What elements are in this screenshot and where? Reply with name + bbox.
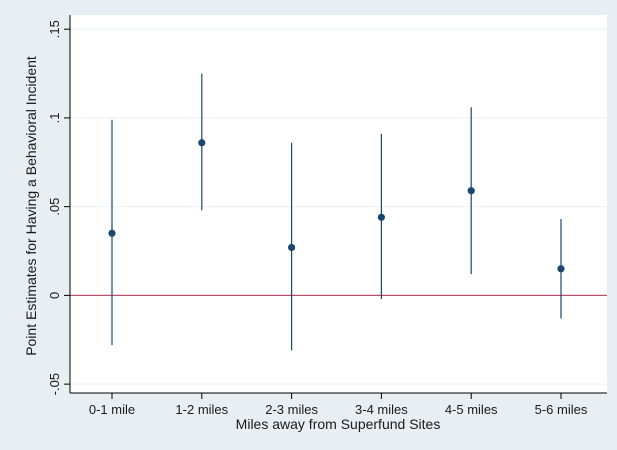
y-tick-label: 0	[47, 292, 62, 299]
point-estimate	[557, 265, 565, 273]
y-tick-label: .1	[47, 113, 62, 124]
y-tick-label: -.05	[47, 373, 62, 395]
x-tick-label: 3-4 miles	[355, 402, 408, 417]
point-estimate	[108, 229, 116, 237]
x-axis-title: Miles away from Superfund Sites	[236, 416, 441, 432]
x-tick-label: 2-3 miles	[265, 402, 318, 417]
y-axis-title: Point Estimates for Having a Behavioral …	[23, 56, 39, 356]
point-estimates	[108, 139, 565, 273]
y-axis-ticks: -.05 0 .05 .1 .15	[47, 20, 70, 395]
point-estimate	[467, 187, 475, 195]
x-tick-label: 0-1 mile	[89, 402, 135, 417]
x-tick-label: 4-5 miles	[445, 402, 498, 417]
gridlines	[70, 28, 607, 385]
point-estimate	[377, 213, 385, 221]
y-tick-label: .05	[47, 198, 62, 216]
point-estimate	[288, 243, 296, 252]
x-axis-ticks: 0-1 mile 1-2 miles 2-3 miles 3-4 miles 4-5 m…	[89, 393, 588, 417]
plot-area	[70, 15, 607, 393]
y-tick-label: .15	[47, 20, 62, 38]
point-estimate	[198, 139, 206, 147]
x-tick-label: 1-2 miles	[175, 402, 228, 417]
x-tick-label: 5-6 miles	[535, 402, 588, 417]
